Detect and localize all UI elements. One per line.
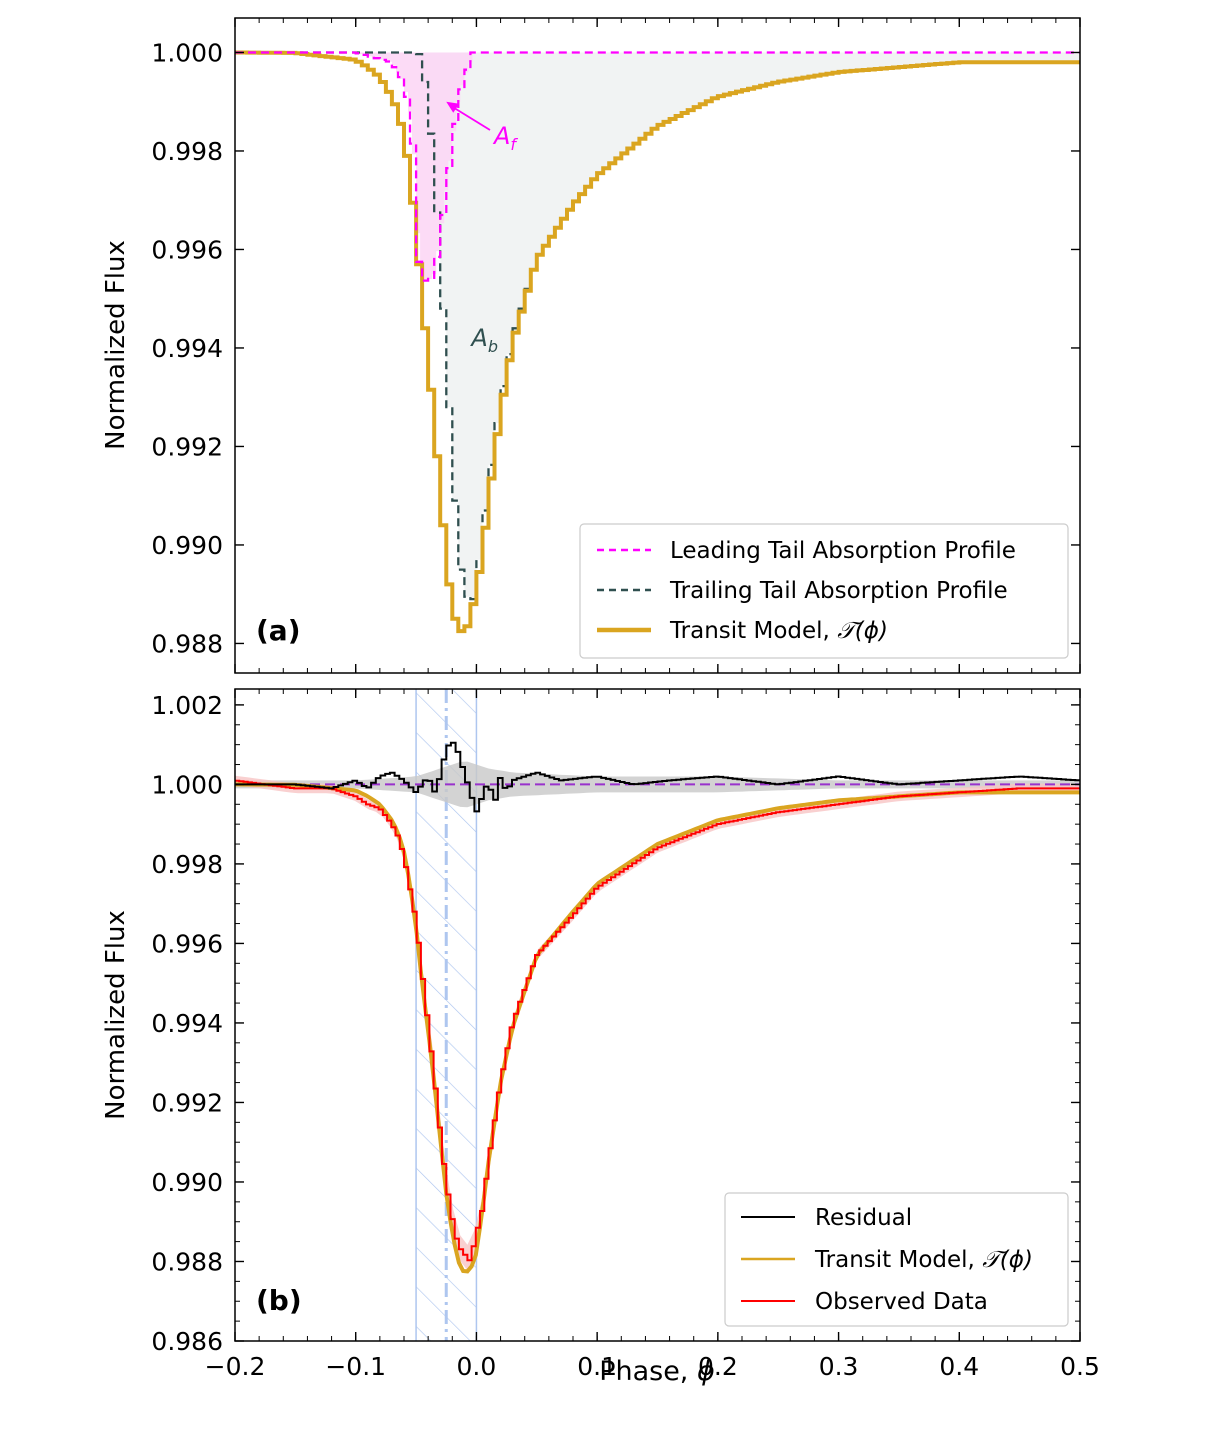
y-tick-label: 0.994 xyxy=(151,334,223,363)
panel-a-ylabel: Normalized Flux xyxy=(101,240,131,450)
legend-model-label: Transit Model, 𝒯(ϕ) xyxy=(669,618,888,644)
x-tick-label: 0.0 xyxy=(457,1352,497,1381)
y-tick-label: 0.988 xyxy=(151,629,223,658)
x-tick-label: −0.1 xyxy=(325,1352,386,1381)
panel-b: −0.2 −0.1 0.0 0.1 0.2 0.3 0.4 0.5 0.986 0.988 0.99… xyxy=(101,688,1100,1387)
panel-b-frame xyxy=(234,688,1081,1342)
x-tick-label: 0.1 xyxy=(577,1352,617,1381)
trailing-absorption-line xyxy=(235,51,1080,601)
legend-trailing-label: Trailing Tail Absorption Profile xyxy=(669,578,1008,604)
y-tick-label: 0.990 xyxy=(151,1168,223,1197)
panel-b-legend: Residual Transit Model, 𝒯(ϕ) Observed Da… xyxy=(724,1192,1069,1327)
y-tick-label: 0.986 xyxy=(151,1327,223,1356)
legend-model-b-label: Transit Model, 𝒯(ϕ) xyxy=(814,1247,1033,1273)
x-tick-label: 0.4 xyxy=(939,1352,979,1381)
y-tick-label: 1.002 xyxy=(151,691,223,720)
y-tick-label: 0.990 xyxy=(151,531,223,560)
x-tick-label: −0.2 xyxy=(205,1352,266,1381)
legend-residual-label: Residual xyxy=(815,1205,912,1231)
x-tick-label: 0.2 xyxy=(698,1352,738,1381)
x-tick-label: 0.3 xyxy=(819,1352,859,1381)
y-tick-label: 0.998 xyxy=(151,850,223,879)
residual-line xyxy=(235,741,1080,813)
transit-model-line-a xyxy=(235,50,1080,634)
af-arrowhead xyxy=(446,101,460,113)
leading-absorption-fill xyxy=(235,52,477,281)
y-tick-label: 0.998 xyxy=(151,137,223,166)
x-axis-label: Phase, ϕ xyxy=(599,1356,715,1387)
observed-data-line xyxy=(235,779,1080,1262)
y-tick-label: 1.000 xyxy=(151,770,223,799)
leading-absorption-line xyxy=(235,51,1080,282)
legend-observed-label: Observed Data xyxy=(815,1289,988,1315)
af-arrow xyxy=(451,105,491,131)
panel-b-label: (b) xyxy=(256,1284,302,1317)
y-tick-label: 0.996 xyxy=(151,929,223,958)
y-tick-label: 0.992 xyxy=(151,432,223,461)
panel-a-legend: Leading Tail Absorption Profile Trailing… xyxy=(579,523,1069,659)
y-tick-label: 0.996 xyxy=(151,235,223,264)
y-tick-label: 0.988 xyxy=(151,1247,223,1276)
y-tick-label: 0.994 xyxy=(151,1009,223,1038)
y-tick-label: 1.000 xyxy=(151,38,223,67)
y-tick-label: 0.992 xyxy=(151,1088,223,1117)
legend-leading-label: Leading Tail Absorption Profile xyxy=(670,538,1016,564)
panel-a-frame xyxy=(234,17,1081,674)
trailing-absorption-fill xyxy=(235,52,1080,600)
x-tick-label: 0.5 xyxy=(1060,1352,1100,1381)
panel-a-label: (a) xyxy=(256,614,301,647)
panel-b-ylabel: Normalized Flux xyxy=(101,910,131,1120)
